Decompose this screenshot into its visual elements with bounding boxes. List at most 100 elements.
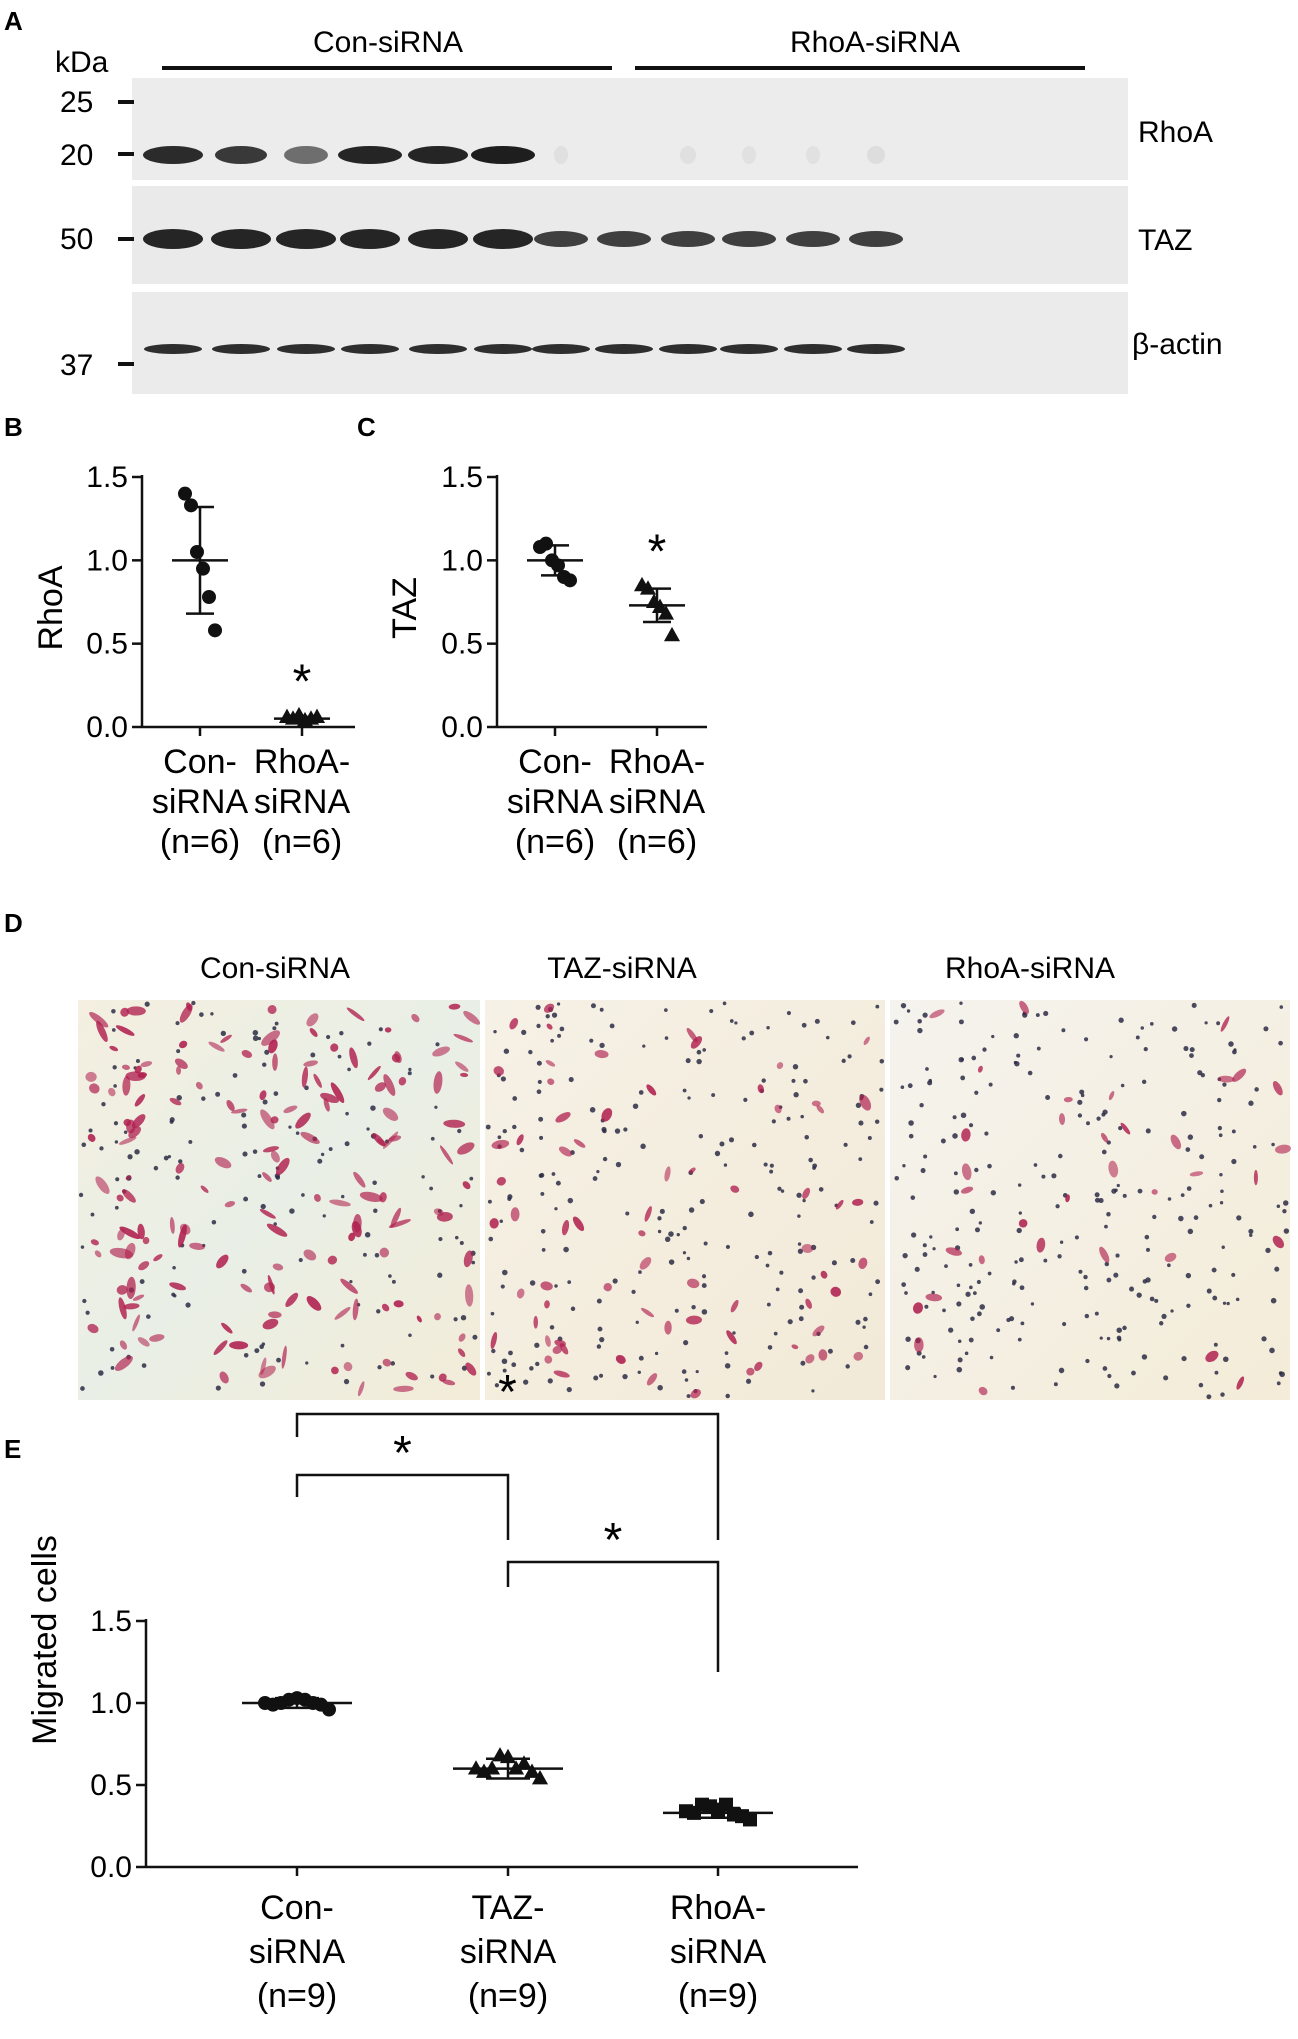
nucleus [1163, 1375, 1169, 1381]
stained-cell [140, 1061, 153, 1068]
nucleus [554, 1284, 558, 1288]
nucleus [797, 1214, 801, 1218]
nucleus [599, 1337, 605, 1343]
nucleus [557, 1033, 562, 1038]
nucleus [488, 1236, 494, 1242]
nucleus [328, 1147, 333, 1151]
nucleus [101, 1101, 106, 1107]
nucleus [540, 1228, 546, 1234]
nucleus [1180, 1193, 1185, 1198]
data-point [743, 1812, 757, 1827]
nucleus [773, 1331, 778, 1336]
stained-cell [462, 1181, 471, 1190]
nucleus [687, 1096, 691, 1100]
nucleus [1062, 1321, 1067, 1327]
x-category-label: (n=9) [468, 1977, 548, 2015]
nucleus [374, 1253, 380, 1258]
nucleus [902, 1164, 906, 1168]
nucleus [749, 1030, 755, 1036]
nucleus [98, 1370, 104, 1376]
nucleus [528, 1049, 533, 1055]
stained-cell [540, 1281, 553, 1291]
blot-band-rhoa [867, 146, 885, 164]
nucleus [734, 1021, 738, 1025]
nucleus [1189, 1053, 1194, 1058]
blot-band-rhoa [680, 146, 696, 164]
x-category-label: siRNA [670, 1933, 767, 1971]
nucleus [900, 1085, 905, 1089]
nucleus [771, 1119, 776, 1124]
nucleus [722, 1001, 727, 1006]
nucleus [471, 1260, 476, 1265]
nucleus [919, 1103, 924, 1108]
stained-cell [175, 1162, 185, 1174]
nucleus [960, 1057, 964, 1061]
stained-cell [859, 1094, 872, 1111]
nucleus [153, 1165, 159, 1171]
stained-cell [1059, 1113, 1066, 1126]
nucleus [134, 1149, 140, 1155]
nucleus [593, 1375, 599, 1381]
nucleus [990, 1190, 997, 1196]
nucleus [952, 1133, 958, 1139]
nucleus [1183, 1046, 1189, 1052]
blot-band-rhoa [554, 146, 568, 164]
nucleus [996, 1328, 1001, 1333]
nucleus [1053, 1382, 1058, 1387]
blot-band-actin [277, 344, 335, 354]
stained-cell [119, 1226, 141, 1239]
nucleus [1107, 1373, 1112, 1379]
stained-cell [977, 1065, 983, 1073]
nucleus [1018, 1257, 1024, 1263]
nucleus [1193, 1215, 1199, 1220]
nucleus [811, 1275, 816, 1280]
stained-cell [553, 1370, 570, 1378]
nucleus [1150, 1022, 1154, 1026]
nucleus [188, 1139, 193, 1144]
x-category-label: RhoA- [670, 1889, 766, 1927]
x-category-label: siRNA [249, 1933, 346, 1971]
nucleus [637, 1370, 641, 1375]
nucleus [508, 1350, 513, 1356]
nucleus [211, 1219, 217, 1225]
stained-cell [533, 1315, 539, 1329]
y-tick-label: 0.0 [90, 1851, 132, 1884]
nucleus [260, 1203, 266, 1210]
nucleus [298, 1257, 303, 1263]
stained-cell [275, 1157, 290, 1176]
nucleus [596, 1344, 602, 1349]
nucleus [752, 1142, 757, 1148]
nucleus [956, 1283, 961, 1288]
nucleus [373, 1208, 378, 1213]
nucleus [539, 1172, 545, 1178]
nucleus [144, 1001, 150, 1007]
blot-band-taz [661, 231, 715, 247]
nucleus [1248, 1100, 1254, 1106]
stained-cell [126, 1276, 136, 1300]
stained-cell [309, 1028, 318, 1037]
stained-cell [978, 1255, 985, 1265]
nucleus [1213, 1342, 1218, 1347]
stained-cell [852, 1198, 864, 1206]
nucleus [274, 1021, 279, 1026]
nucleus [1231, 1272, 1236, 1278]
nucleus [1030, 1302, 1035, 1306]
stained-cell [820, 1270, 828, 1279]
stained-cell [138, 1261, 150, 1271]
stained-cell [912, 1302, 924, 1314]
stained-cell [320, 1092, 340, 1104]
significance-bracket [506, 1560, 720, 1672]
nucleus [921, 1355, 926, 1359]
stained-cell [416, 1315, 422, 1323]
nucleus [390, 1361, 396, 1366]
stained-cell [726, 1330, 737, 1345]
nucleus [340, 1343, 345, 1348]
stained-cell [128, 1126, 142, 1139]
nucleus [1122, 1193, 1127, 1198]
nucleus [701, 1283, 707, 1289]
nucleus [940, 1138, 946, 1144]
stained-cell [1236, 1376, 1245, 1390]
nucleus [1261, 1336, 1267, 1342]
stained-cell [1164, 1252, 1177, 1263]
nucleus [1228, 1041, 1234, 1047]
